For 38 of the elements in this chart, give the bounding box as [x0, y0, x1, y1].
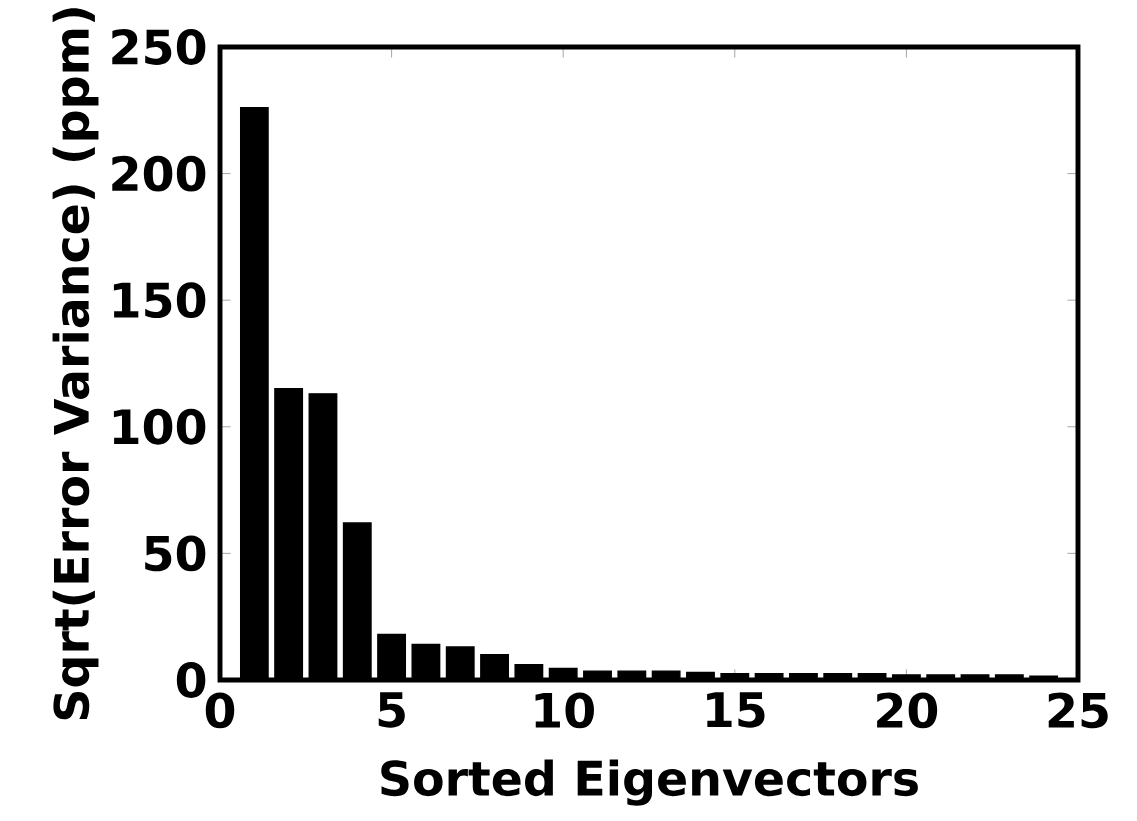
bar — [754, 672, 784, 680]
bar — [926, 674, 956, 680]
bar — [274, 388, 304, 680]
y-tick-label: 0 — [176, 662, 206, 698]
y-tick-label: 100 — [113, 408, 206, 445]
y-tick-label: 50 — [145, 535, 206, 572]
bar — [377, 633, 407, 680]
bar — [445, 646, 475, 680]
x-axis-title: Sorted Eigenvectors — [381, 759, 918, 806]
y-tick-label: 200 — [112, 155, 206, 192]
bar — [583, 670, 612, 680]
bar — [1029, 675, 1059, 680]
bar — [239, 107, 269, 680]
bar — [617, 670, 647, 680]
bar — [548, 667, 578, 680]
bar — [720, 672, 750, 680]
bar — [686, 671, 715, 680]
bar — [857, 672, 887, 680]
bar — [891, 674, 921, 680]
x-tick-label: 25 — [1048, 692, 1108, 729]
x-tick-label: 0 — [205, 692, 235, 729]
bar — [823, 672, 853, 680]
y-axis-title: Sqrt(Error Variance) (ppm) — [52, 8, 99, 720]
bar — [994, 674, 1024, 680]
bar — [789, 672, 818, 680]
y-tick-label: 250 — [112, 29, 206, 65]
bar — [480, 653, 509, 680]
bar — [514, 664, 544, 680]
y-tick-label: 150 — [113, 282, 206, 319]
x-tick-label: 5 — [378, 692, 405, 728]
bar — [308, 393, 338, 680]
x-tick-label: 10 — [535, 692, 594, 729]
x-tick-label: 15 — [707, 692, 765, 728]
x-tick-label: 20 — [877, 692, 938, 729]
bar — [960, 674, 990, 680]
bar — [411, 643, 441, 680]
bar — [342, 522, 372, 680]
bar — [651, 670, 681, 680]
